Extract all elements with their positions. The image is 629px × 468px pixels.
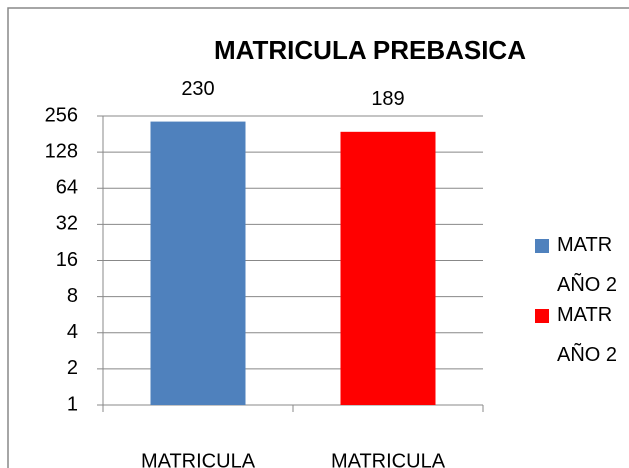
data-label: 189 <box>371 88 404 110</box>
x-tick-label: MATRICULA <box>331 450 446 468</box>
y-tick-label: 2 <box>67 357 78 379</box>
y-tick-label: 8 <box>67 285 78 307</box>
legend-swatch <box>535 309 549 323</box>
y-tick-label: 1 <box>67 393 78 415</box>
legend-label: MATR AÑO 2 <box>557 304 617 366</box>
y-tick-label: 256 <box>45 104 78 126</box>
legend-label: MATR AÑO 2 <box>557 234 617 296</box>
y-tick-label: 4 <box>67 321 78 343</box>
y-tick-label: 32 <box>56 213 78 235</box>
bar <box>340 131 436 405</box>
y-tick-label: 128 <box>45 140 78 162</box>
chart-frame <box>7 7 629 468</box>
legend-swatch <box>535 239 549 253</box>
chart-title: MATRICULA PREBASICA <box>214 35 526 65</box>
data-label: 230 <box>181 78 214 100</box>
y-tick-label: 16 <box>56 249 78 271</box>
bar <box>150 121 246 406</box>
x-tick-label: MATRICULA <box>141 450 256 468</box>
y-tick-label: 64 <box>56 177 78 199</box>
